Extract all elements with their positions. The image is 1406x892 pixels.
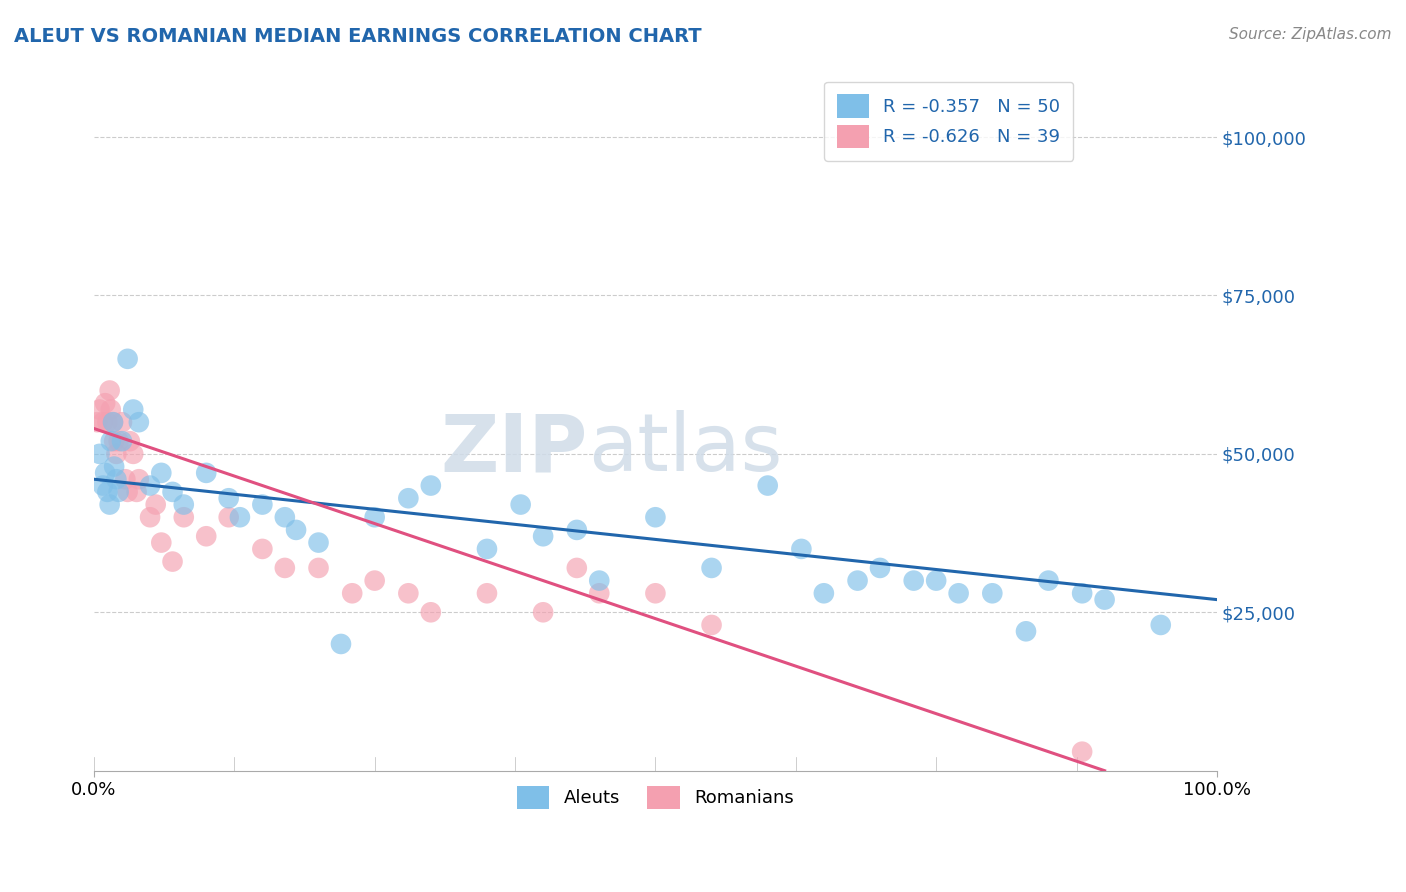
Point [308,535,330,549]
Point [125,484,148,499]
Point [107,484,129,499]
Point [107,434,129,449]
Point [162,484,184,499]
Point [846,574,869,588]
Point [1015,624,1038,639]
Point [419,605,441,619]
Point [700,618,723,632]
Point [98,384,121,398]
Point [396,586,419,600]
Point [218,491,240,506]
Point [274,561,297,575]
Point [122,447,145,461]
Text: Source: ZipAtlas.com: Source: ZipAtlas.com [1229,27,1392,42]
Point [925,574,948,588]
Point [475,541,498,556]
Point [162,555,184,569]
Point [588,574,610,588]
Point [94,466,117,480]
Point [813,586,835,600]
Point [103,459,125,474]
Point [105,472,128,486]
Point [1038,574,1060,588]
Point [173,498,195,512]
Point [103,434,125,449]
Point [565,561,588,575]
Point [100,434,122,449]
Point [396,491,419,506]
Point [475,586,498,600]
Point [981,586,1004,600]
Point [285,523,308,537]
Point [122,402,145,417]
Point [91,478,114,492]
Point [96,415,118,429]
Point [531,605,554,619]
Point [756,478,779,492]
Point [86,415,108,429]
Point [117,484,139,499]
Point [101,415,124,429]
Text: ALEUT VS ROMANIAN MEDIAN EARNINGS CORRELATION CHART: ALEUT VS ROMANIAN MEDIAN EARNINGS CORREL… [14,27,702,45]
Point [1094,592,1116,607]
Point [105,447,128,461]
Point [252,498,274,512]
Point [1071,745,1094,759]
Point [218,510,240,524]
Point [308,561,330,575]
Point [89,447,111,461]
Point [1150,618,1173,632]
Point [903,574,925,588]
Point [195,466,218,480]
Point [96,484,118,499]
Point [150,535,173,549]
Point [700,561,723,575]
Point [274,510,297,524]
Point [252,541,274,556]
Point [869,561,891,575]
Point [509,498,531,512]
Point [94,396,117,410]
Point [128,415,150,429]
Point [588,586,610,600]
Point [1071,586,1094,600]
Point [531,529,554,543]
Point [363,574,385,588]
Point [139,478,162,492]
Point [117,351,139,366]
Point [98,498,121,512]
Point [89,402,111,417]
Point [565,523,588,537]
Point [101,415,124,429]
Point [419,478,441,492]
Point [173,510,195,524]
Point [128,472,150,486]
Point [111,415,134,429]
Point [145,498,167,512]
Point [644,586,666,600]
Point [91,415,114,429]
Point [100,402,122,417]
Point [342,586,364,600]
Point [363,510,385,524]
Point [790,541,813,556]
Point [118,434,141,449]
Point [644,510,666,524]
Point [114,472,136,486]
Point [229,510,252,524]
Point [139,510,162,524]
Point [195,529,218,543]
Text: atlas: atlas [588,410,782,488]
Point [330,637,353,651]
Text: ZIP: ZIP [441,410,588,488]
Legend: Aleuts, Romanians: Aleuts, Romanians [502,772,808,823]
Point [150,466,173,480]
Point [111,434,134,449]
Point [948,586,970,600]
